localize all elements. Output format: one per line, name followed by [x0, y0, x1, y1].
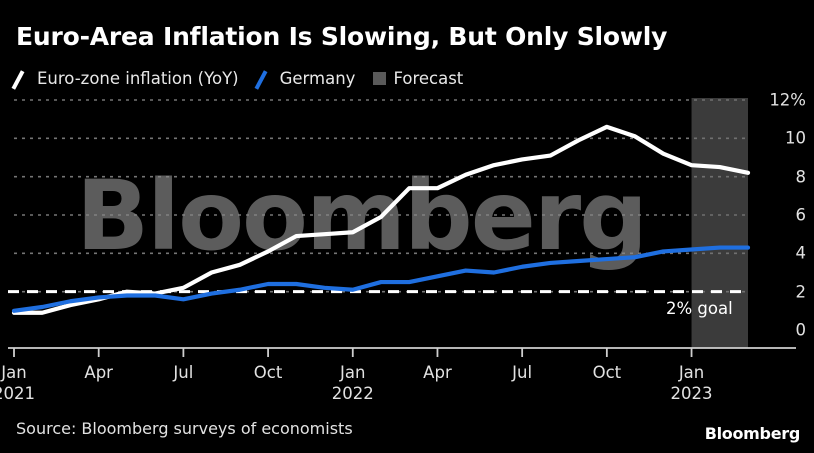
x-tick-month: Oct	[592, 363, 622, 382]
x-tick-month: Jul	[512, 363, 533, 382]
x-axis-tick-label: Apr	[84, 363, 113, 384]
x-tick-year: 2023	[670, 383, 713, 403]
x-axis-tick-label: Jan2021	[0, 363, 35, 404]
x-axis-tick-label: Jan 2022	[332, 363, 374, 404]
legend-item-eurozone: Euro-zone inflation (YoY)	[14, 69, 239, 88]
x-tick-month: Apr	[84, 363, 113, 382]
x-tick-month: Oct	[253, 363, 283, 382]
data-series	[11, 124, 751, 315]
x-axis-tick-label: Jul	[173, 363, 193, 384]
x-axis-tick-label: Oct	[593, 363, 622, 384]
x-tick-month: Jan	[678, 363, 705, 382]
x-tick-month: Apr	[423, 363, 452, 382]
chart-legend: Euro-zone inflation (YoY) Germany Foreca…	[14, 66, 481, 90]
legend-label-germany: Germany	[279, 68, 356, 88]
gridlines	[14, 99, 748, 293]
x-axis-tick-label: Jan 2023	[671, 363, 713, 404]
x-tick-month: Jul	[173, 363, 194, 382]
goal-annotation-label: 2% goal	[666, 298, 733, 318]
source-note: Source: Bloomberg surveys of economists	[16, 419, 353, 438]
square-icon	[373, 71, 387, 85]
y-axis-tick-label: 6	[795, 205, 807, 225]
y-axis-tick-label: 2	[795, 282, 807, 302]
x-axis-tick-label: Jul	[512, 363, 532, 384]
y-axis-tick-label: 12%	[769, 90, 806, 110]
forecast-band	[691, 98, 748, 348]
x-tick-year: 2021	[0, 383, 35, 403]
legend-item-forecast: Forecast	[373, 69, 463, 88]
page-title: Euro-Area Inflation Is Slowing, But Only…	[16, 22, 668, 51]
x-tick-year: 2022	[331, 383, 374, 403]
y-axis-tick-label: 10	[785, 128, 806, 148]
x-tick-month: Jan	[340, 363, 366, 382]
x-axis-tick-label: Oct	[254, 363, 283, 384]
x-axis-tick-label: Apr	[423, 363, 452, 384]
y-axis-tick-label: 0	[795, 320, 807, 340]
bloomberg-watermark: Bloomberg	[76, 160, 648, 272]
y-axis-tick-label: 4	[795, 243, 807, 263]
y-axis-tick-label: 8	[795, 167, 807, 187]
bloomberg-logo: Bloomberg	[704, 424, 801, 443]
x-tick-month: Jan	[1, 363, 27, 382]
legend-label-forecast: Forecast	[393, 68, 464, 88]
legend-item-germany: Germany	[257, 69, 356, 88]
x-axis	[8, 347, 796, 357]
legend-label-eurozone: Euro-zone inflation (YoY)	[37, 68, 239, 88]
